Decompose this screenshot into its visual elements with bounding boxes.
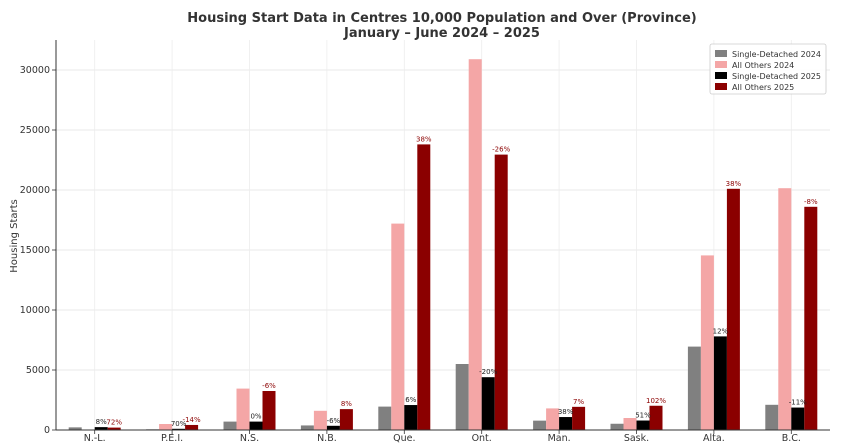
bar xyxy=(339,409,353,430)
bar xyxy=(68,427,82,430)
bar xyxy=(804,206,818,430)
bar xyxy=(649,405,663,430)
legend: Single-Detached 2024 All Others 2024 Singl… xyxy=(709,43,827,95)
x-tick-label: Man. xyxy=(548,433,571,444)
legend-swatch xyxy=(715,50,727,57)
bar xyxy=(404,405,418,430)
legend-box xyxy=(709,43,827,95)
single-detached-pct-label: 70% xyxy=(171,420,187,428)
bar xyxy=(765,404,779,430)
single-detached-pct-label: -11% xyxy=(789,399,807,407)
x-tick-label: N.-L. xyxy=(84,433,106,444)
bar xyxy=(533,420,547,430)
all-others-pct-label: 7% xyxy=(573,398,584,406)
x-tick-label: N.S. xyxy=(240,433,259,444)
axes: 0 5000 10000 15000 20000 25000 30000 N.-L. P.E.I… xyxy=(20,40,830,444)
legend-label: All Others 2025 xyxy=(732,83,794,92)
bar xyxy=(623,418,637,430)
y-tick-label: 0 xyxy=(44,425,50,436)
bar xyxy=(300,425,314,430)
bar xyxy=(687,346,701,430)
all-others-pct-label: 8% xyxy=(341,400,352,408)
chart-title: Housing Start Data in Centres 10,000 Pop… xyxy=(187,11,696,26)
bar xyxy=(107,427,121,430)
all-others-pct-label: 38% xyxy=(726,180,742,188)
legend-label: All Others 2024 xyxy=(732,61,794,70)
single-detached-pct-label: 0% xyxy=(250,413,261,421)
y-axis-label: Housing Starts xyxy=(9,199,20,272)
bar xyxy=(791,407,805,430)
single-detached-pct-label: -20% xyxy=(479,368,497,376)
x-tick-label: Sask. xyxy=(624,433,649,444)
legend-label: Single-Detached 2024 xyxy=(732,50,821,59)
bar xyxy=(417,144,431,430)
bar xyxy=(313,410,327,430)
bar xyxy=(172,428,186,430)
bar xyxy=(468,59,482,430)
bar xyxy=(236,388,250,430)
bar xyxy=(378,406,392,430)
bar xyxy=(494,154,508,430)
single-detached-pct-label: 12% xyxy=(713,327,729,335)
y-tick-label: 30000 xyxy=(20,65,50,76)
y-tick-label: 10000 xyxy=(20,305,50,316)
bar xyxy=(159,424,173,430)
all-others-pct-label: 72% xyxy=(106,419,122,427)
all-others-pct-label: -26% xyxy=(492,146,510,154)
single-detached-pct-label: 6% xyxy=(405,396,416,404)
all-others-pct-label: 38% xyxy=(416,135,432,143)
bar xyxy=(326,425,340,430)
bar xyxy=(481,377,495,430)
legend-swatch xyxy=(715,83,727,90)
all-others-pct-label: -14% xyxy=(183,416,201,424)
bar xyxy=(185,424,199,430)
x-tick-label: Ont. xyxy=(472,433,492,444)
bar xyxy=(778,188,792,430)
x-tick-label: Alta. xyxy=(703,433,725,444)
bar xyxy=(546,408,560,430)
bar xyxy=(455,364,469,430)
bar xyxy=(610,423,624,430)
bar xyxy=(249,421,263,430)
legend-label: Single-Detached 2025 xyxy=(732,72,821,81)
single-detached-pct-label: -6% xyxy=(327,417,341,425)
bar xyxy=(559,417,573,430)
bar xyxy=(713,336,727,430)
x-tick-label: Que. xyxy=(393,433,415,444)
bars xyxy=(68,59,818,430)
y-tick-label: 20000 xyxy=(20,185,50,196)
bar xyxy=(572,406,586,430)
legend-swatch xyxy=(715,61,727,68)
all-others-pct-label: -6% xyxy=(262,382,276,390)
single-detached-pct-label: 8% xyxy=(96,418,107,426)
bar xyxy=(94,427,108,430)
legend-swatch xyxy=(715,72,727,79)
y-tick-label: 15000 xyxy=(20,245,50,256)
percent-labels: 8% 72% 70%-14% 0%-6%-6%8%6%38%-20%-26%38%7%… xyxy=(96,135,818,427)
all-others-pct-label: 102% xyxy=(646,397,666,405)
x-tick-label: P.E.I. xyxy=(161,433,183,444)
y-tick-label: 5000 xyxy=(26,365,50,376)
y-tick-label: 25000 xyxy=(20,125,50,136)
bar xyxy=(391,223,405,430)
chart-subtitle: January – June 2024 – 2025 xyxy=(343,26,540,41)
bar xyxy=(726,188,740,430)
bar xyxy=(262,391,276,430)
all-others-pct-label: -8% xyxy=(804,198,818,206)
single-detached-pct-label: 51% xyxy=(635,412,651,420)
x-tick-label: B.C. xyxy=(782,433,801,444)
single-detached-pct-label: 38% xyxy=(558,408,574,416)
x-tick-label: N.B. xyxy=(317,433,337,444)
bar xyxy=(223,421,237,430)
bar xyxy=(700,255,714,430)
bar xyxy=(636,420,650,430)
